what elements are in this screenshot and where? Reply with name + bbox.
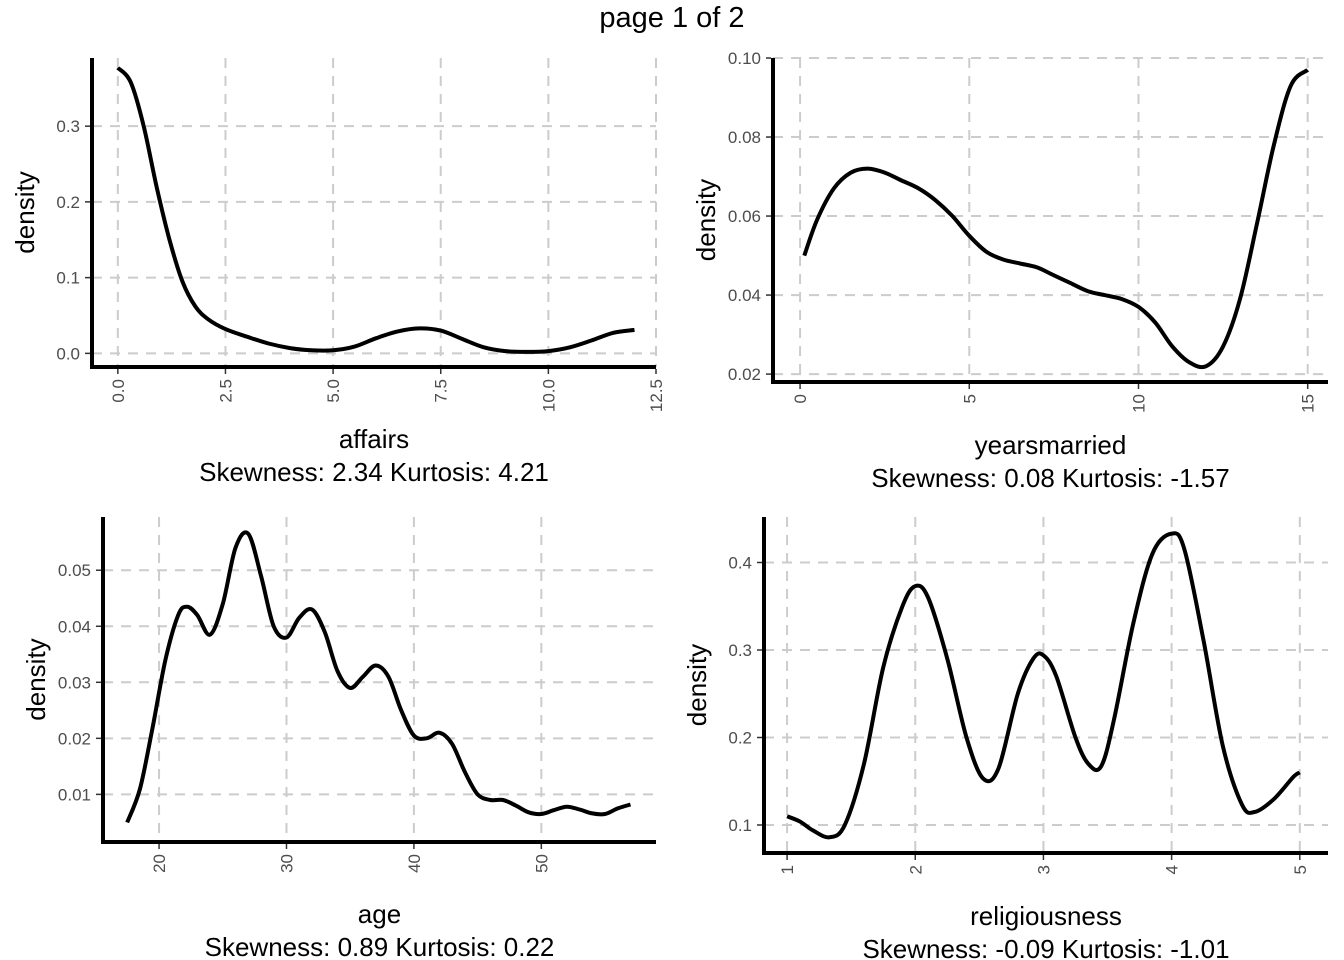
y-tick-label: 0.08: [728, 128, 761, 147]
y-tick-label: 0.3: [56, 117, 80, 136]
y-tick-label: 0.02: [58, 729, 91, 748]
y-tick-label: 0.03: [58, 673, 91, 692]
y-axis-title: density: [691, 179, 721, 261]
x-tick-label: 10: [1129, 394, 1148, 413]
x-tick-label: 5: [960, 394, 979, 403]
density-panel-1: 0.0 0.1 0.2 0.3 0.0 2.5 5.0 7.5 10.0 12.5 affairsS…: [10, 58, 666, 487]
x-tick-label: 4: [1163, 865, 1182, 874]
density-curve: [125, 530, 632, 824]
y-axis-title: density: [10, 171, 40, 253]
x-tick-label: 5.0: [324, 379, 343, 403]
y-tick-label: 0.4: [728, 554, 752, 573]
y-tick-label: 0.06: [728, 207, 761, 226]
stats-caption: Skewness: -0.09 Kurtosis: -1.01: [862, 934, 1229, 960]
density-panel-2: 0.02 0.04 0.06 0.08 0.10 0 5 10 15 yearsmarriedSk…: [691, 49, 1328, 493]
density-curve: [116, 66, 635, 354]
y-axis-title: density: [682, 644, 712, 726]
y-tick-label: 0.1: [56, 269, 80, 288]
x-tick-label: 10.0: [539, 379, 558, 412]
y-tick-label: 0.05: [58, 561, 91, 580]
x-tick-label: 30: [277, 854, 296, 873]
y-axis-title: density: [21, 638, 51, 720]
y-tick-label: 0.04: [728, 286, 761, 305]
stats-caption: Skewness: 0.08 Kurtosis: -1.57: [871, 463, 1229, 493]
x-axis-title: yearsmarried: [975, 430, 1127, 460]
x-tick-label: 2: [906, 865, 925, 874]
page-title: page 1 of 2: [599, 2, 745, 34]
y-tick-label: 0.1: [728, 816, 752, 835]
stats-caption: Skewness: 2.34 Kurtosis: 4.21: [199, 457, 549, 487]
y-tick-label: 0.02: [728, 365, 761, 384]
x-tick-label: 0: [791, 394, 810, 403]
x-tick-label: 20: [150, 854, 169, 873]
x-tick-label: 40: [405, 854, 424, 873]
x-tick-label: 1: [778, 865, 797, 874]
x-tick-label: 50: [532, 854, 551, 873]
density-panel-3: 0.01 0.02 0.03 0.04 0.05 20 30 40 50 age Skewness:…: [21, 517, 656, 960]
y-tick-label: 0.04: [58, 617, 91, 636]
y-tick-label: 0.3: [728, 641, 752, 660]
x-tick-label: 5: [1291, 865, 1310, 874]
y-tick-label: 0.01: [58, 785, 91, 804]
x-tick-label: 15: [1299, 394, 1318, 413]
x-axis-title: affairs: [339, 424, 409, 454]
stats-caption: Skewness: 0.89 Kurtosis: 0.22: [205, 932, 555, 960]
x-tick-label: 0.0: [109, 379, 128, 403]
density-curve: [786, 531, 1301, 840]
x-tick-label: 3: [1034, 865, 1053, 874]
y-tick-label: 0.0: [56, 344, 80, 363]
density-panel-4: 0.1 0.2 0.3 0.4 1 2 3 4 5 religiousness Skewness: …: [682, 517, 1328, 960]
y-tick-label: 0.2: [728, 729, 752, 748]
y-tick-label: 0.2: [56, 193, 80, 212]
x-tick-label: 2.5: [216, 379, 235, 403]
x-axis-title: age: [358, 899, 401, 929]
x-tick-label: 7.5: [432, 379, 451, 403]
x-axis-title: religiousness: [970, 901, 1122, 931]
x-tick-label: 12.5: [647, 379, 666, 412]
density-curve: [802, 68, 1310, 370]
y-tick-label: 0.10: [728, 49, 761, 68]
